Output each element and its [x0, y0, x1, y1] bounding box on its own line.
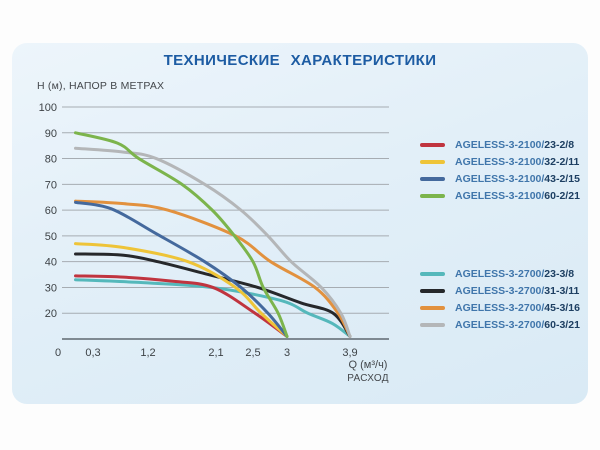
- legend-label: AGELESS-3-2700/45-3/16: [455, 301, 580, 314]
- legend-item: AGELESS-3-2700/45-3/16: [420, 301, 580, 314]
- x-axis-sublabel: РАСХОД: [347, 373, 389, 384]
- curve-AGELESS-3-2100-32-2/11: [74, 242, 289, 338]
- curve-AGELESS-3-2100-23-2/8: [74, 274, 289, 338]
- x-tick-label: 3: [284, 347, 290, 359]
- legend-label: AGELESS-3-2700/23-3/8: [455, 267, 575, 280]
- curve-AGELESS-3-2700-45-3/16: [74, 199, 352, 338]
- x-tick-label: 1,2: [140, 347, 155, 359]
- legend-label: AGELESS-3-2700/31-3/11: [455, 284, 580, 297]
- legend-label: AGELESS-3-2100/23-2/8: [455, 138, 575, 151]
- curve-AGELESS-3-2700-60-3/21: [74, 146, 352, 338]
- legend-swatch: [420, 288, 445, 293]
- legend-group-2100: AGELESS-3-2100/23-2/8 AGELESS-3-2100/32-2…: [420, 139, 580, 207]
- curve-AGELESS-3-2100-60-2/21: [74, 131, 289, 338]
- legend-swatch: [420, 305, 445, 310]
- legend-label: AGELESS-3-2700/60-3/21: [455, 318, 580, 331]
- legend-item: AGELESS-3-2100/23-2/8: [420, 138, 580, 151]
- y-tick-label: 70: [45, 179, 57, 191]
- legend-swatch: [420, 271, 445, 276]
- x-axis-unit: Q (м³/ч): [348, 359, 388, 371]
- y-tick-label: 100: [39, 102, 57, 114]
- legend-group-2700: AGELESS-3-2700/23-3/8 AGELESS-3-2700/31-3…: [420, 268, 580, 336]
- y-tick-label: 20: [45, 308, 57, 320]
- y-tick-label: 90: [45, 128, 57, 140]
- curve-AGELESS-3-2700-23-3/8: [74, 278, 352, 338]
- legend-label: AGELESS-3-2100/43-2/15: [455, 172, 580, 185]
- legend-item: AGELESS-3-2100/32-2/11: [420, 155, 580, 168]
- x-tick-label: 3,9: [342, 347, 357, 359]
- legend-swatch: [420, 159, 445, 164]
- y-axis-label: Н (м), НАПОР В МЕТРАХ: [37, 80, 165, 92]
- legend-item: AGELESS-3-2100/43-2/15: [420, 172, 580, 185]
- legend-swatch: [420, 142, 445, 147]
- legend-item: AGELESS-3-2700/60-3/21: [420, 318, 580, 331]
- legend-swatch: [420, 176, 445, 181]
- legend-label: AGELESS-3-2100/60-2/21: [455, 189, 580, 202]
- x-tick-label: 0,3: [85, 347, 100, 359]
- chart-panel: [12, 43, 588, 404]
- legend-item: AGELESS-3-2100/60-2/21: [420, 189, 580, 202]
- curve-AGELESS-3-2100-43-2/15: [74, 200, 289, 338]
- y-tick-label: 60: [45, 205, 57, 217]
- legend-label: AGELESS-3-2100/32-2/11: [455, 155, 580, 168]
- y-tick-label: 30: [45, 282, 57, 294]
- legend-swatch: [420, 193, 445, 198]
- y-tick-label: 40: [45, 257, 57, 269]
- x-axis-label: Q (м³/ч) РАСХОД: [330, 359, 406, 384]
- x-tick-label: 2,5: [245, 347, 260, 359]
- y-tick-label: 80: [45, 154, 57, 166]
- legend-item: AGELESS-3-2700/31-3/11: [420, 284, 580, 297]
- x-tick-label: 0: [55, 347, 61, 359]
- legend-swatch: [420, 322, 445, 327]
- y-tick-label: 50: [45, 231, 57, 243]
- legend-item: AGELESS-3-2700/23-3/8: [420, 267, 580, 280]
- chart-title: ТЕХНИЧЕСКИЕ ХАРАКТЕРИСТИКИ: [163, 52, 437, 69]
- x-tick-label: 2,1: [208, 347, 223, 359]
